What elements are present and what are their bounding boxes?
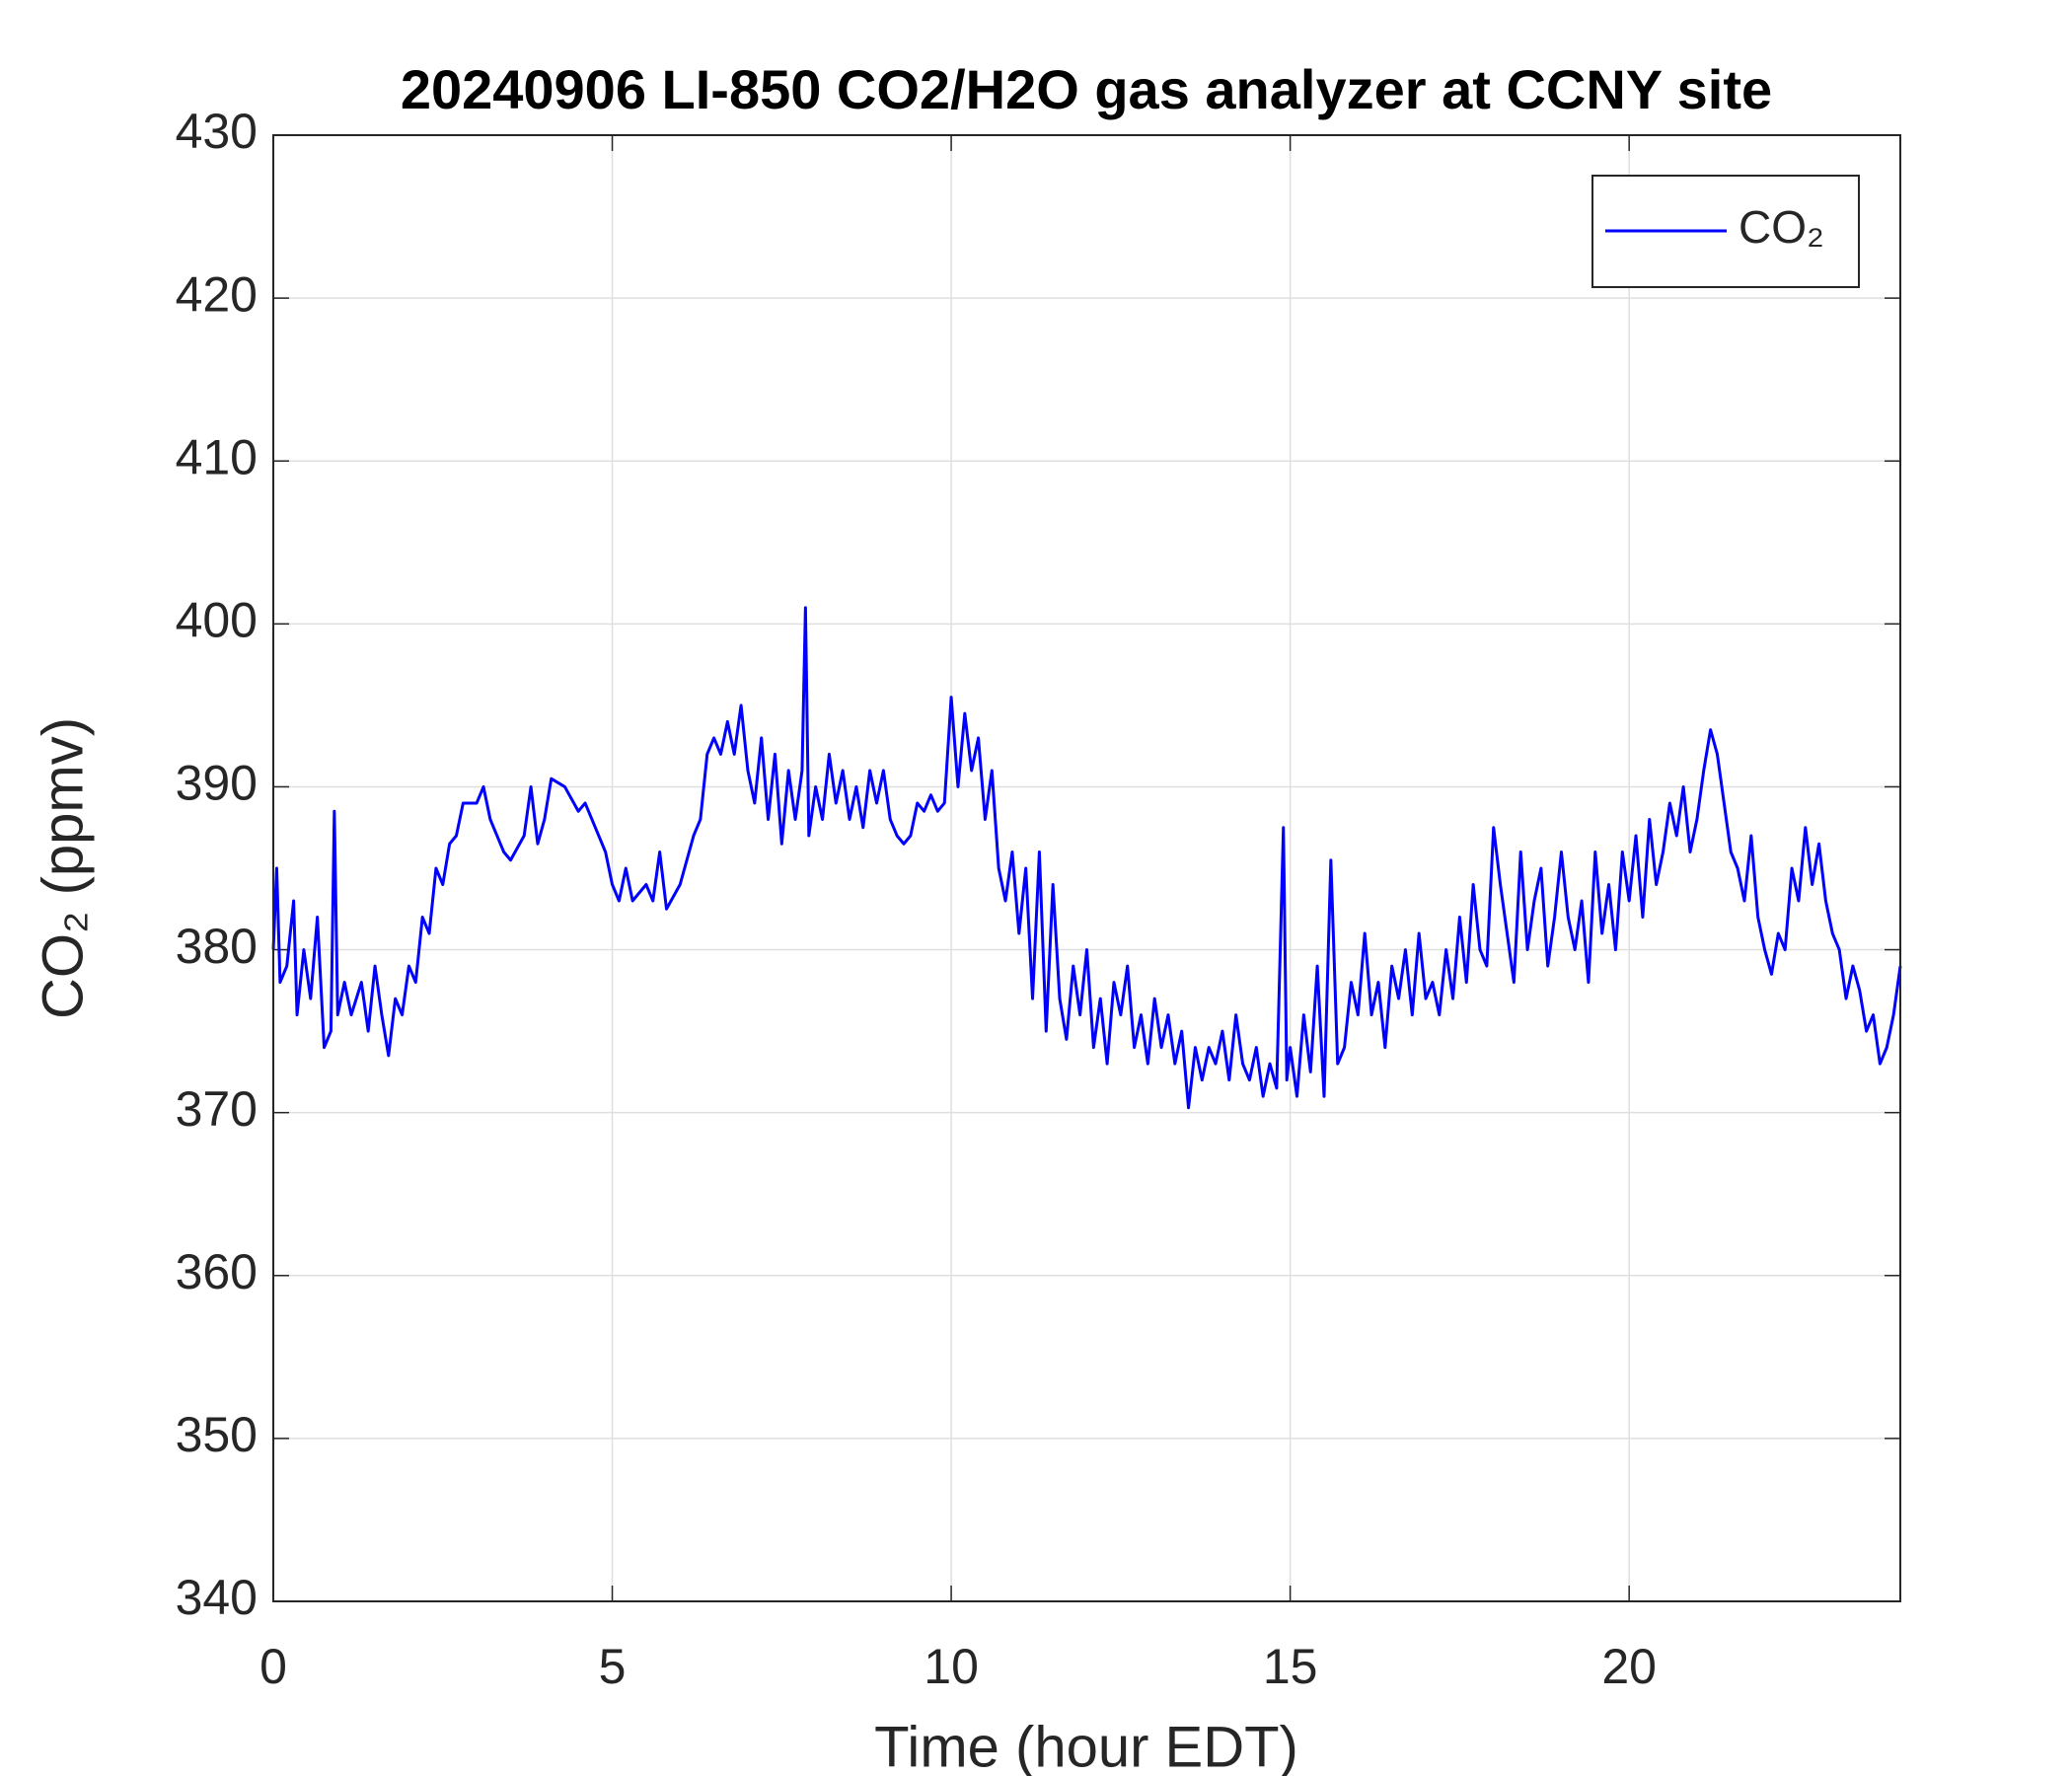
y-tick-label: 340 [176,1570,258,1625]
x-tick-label: 0 [259,1639,287,1694]
plot [271,606,1902,1110]
y-tick-label: 410 [176,429,258,484]
x-tick-label: 5 [599,1639,627,1694]
legend-label: CO₂ [1739,201,1824,253]
chart-title: 20240906 LI-850 CO2/H2O gas analyzer at … [401,58,1772,120]
y-tick-label: 400 [176,593,258,648]
y-tick-label: 360 [176,1244,258,1299]
y-axis-label: CO₂ (ppmv) [31,717,95,1019]
y-tick-label: 370 [176,1081,258,1137]
y-tick-label: 380 [176,919,258,974]
x-tick-label: 20 [1601,1639,1657,1694]
data-line [271,606,1902,1110]
x-tick-label: 10 [924,1639,979,1694]
y-tick-label: 350 [176,1407,258,1462]
x-tick-label: 15 [1263,1639,1318,1694]
y-tick-label: 430 [176,104,258,159]
plot-frame [272,134,1901,1602]
y-tick-label: 420 [176,266,258,322]
legend: CO₂ [1591,175,1860,288]
x-axis-label: Time (hour EDT) [874,1715,1298,1776]
y-tick-label: 390 [176,756,258,811]
